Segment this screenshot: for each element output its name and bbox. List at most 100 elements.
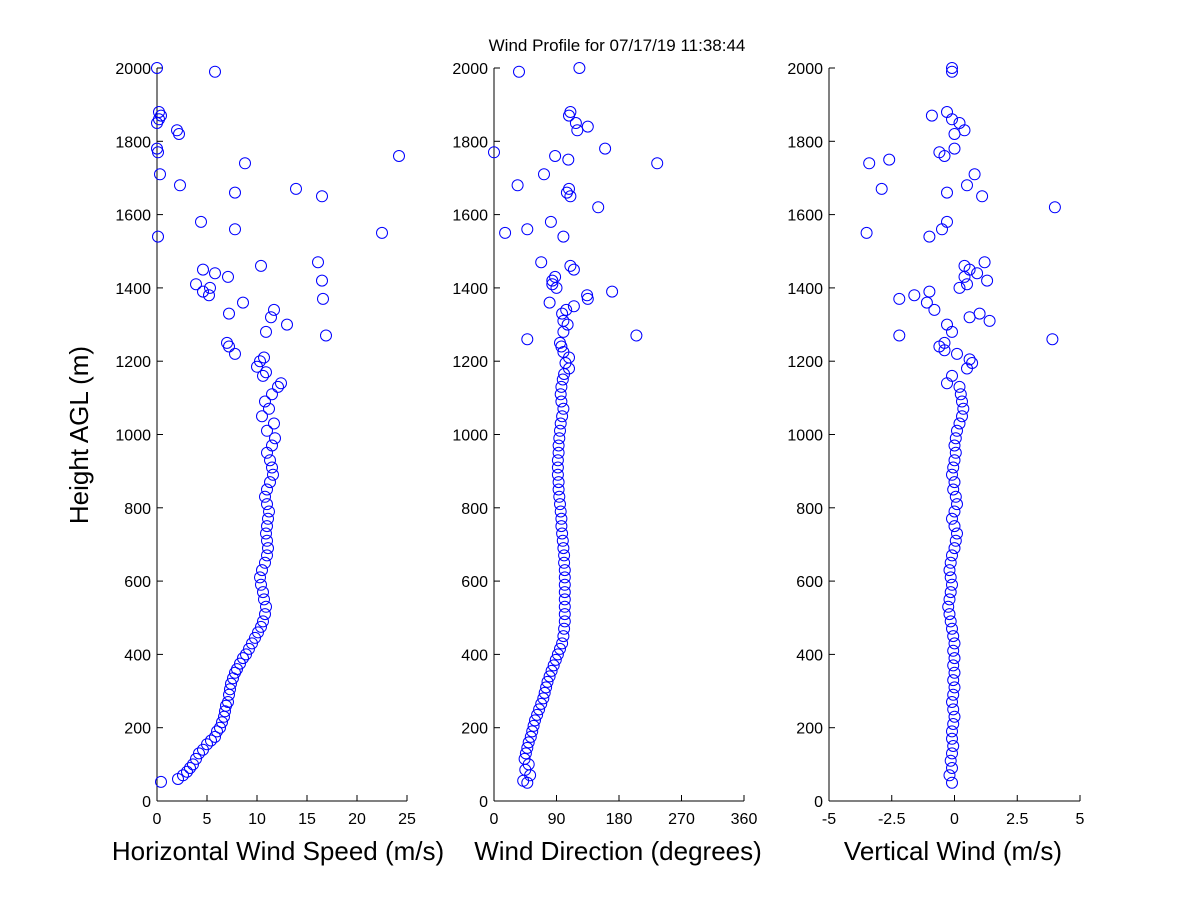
data-point [948,681,961,694]
data-point [554,336,566,349]
data-point [948,710,961,723]
data-point [205,734,217,747]
data-point [651,157,664,170]
x-tick-label: 5 [1076,811,1085,828]
data-point [259,490,271,503]
data-point [546,274,559,287]
data-point [554,388,567,401]
data-point [971,267,984,280]
data-point [237,652,249,665]
data-point [961,278,973,291]
data-point [555,520,568,533]
data-point [556,534,569,547]
data-point [154,168,166,181]
data-point [943,769,956,782]
data-point [571,124,584,137]
data-point [558,549,571,562]
data-point [951,347,963,360]
data-point [547,659,560,672]
data-point [555,380,568,393]
y-tick-label: 800 [796,501,823,518]
data-point [243,642,255,655]
data-point [174,179,186,192]
data-point [268,303,280,316]
data-point [155,775,167,788]
data-point [259,395,271,408]
data-point [946,762,958,774]
data-point [946,578,958,591]
data-point [543,670,556,683]
data-point [564,106,577,118]
data-point [949,534,962,547]
y-tick-label: 1400 [787,281,823,298]
data-point [209,267,221,280]
y-tick-label: 1600 [115,208,151,225]
data-point [557,542,570,555]
data-point [554,498,566,511]
data-point [947,644,960,657]
data-point [545,664,558,677]
data-point [944,571,957,584]
data-point [860,226,873,239]
data-point [558,593,571,606]
data-point [260,366,272,379]
data-point [947,659,960,672]
data-point [177,769,189,782]
data-point [393,150,405,162]
data-point [263,505,275,518]
data-point [153,106,165,118]
data-point [946,725,958,738]
data-point [549,653,562,666]
data-point [254,571,266,584]
data-point [956,410,968,423]
x-tick-label: 270 [668,811,695,828]
data-point [316,190,328,203]
data-point [197,285,209,298]
x-axis-title: Wind Direction (degrees) [474,836,762,866]
y-tick-label: 0 [142,794,151,811]
data-point [948,542,961,555]
data-point [948,505,961,518]
data-point [925,109,938,122]
data-point [948,637,961,650]
data-point [592,201,605,214]
x-tick-label: 15 [298,811,316,828]
y-tick-label: 200 [461,721,488,738]
data-point [558,586,571,599]
y-tick-label: 1000 [115,428,151,445]
data-point [261,483,273,496]
data-point [941,106,953,118]
data-point [526,725,539,738]
data-point [256,564,268,577]
x-tick-label: 90 [548,811,566,828]
data-point [552,439,565,452]
data-point [953,281,966,294]
x-tick-label: 0 [153,811,162,828]
data-point [883,153,896,166]
x-tick-label: 180 [606,811,633,828]
data-point [531,708,544,721]
data-point [259,556,271,569]
data-point [551,454,564,467]
x-tick-label: 20 [348,811,366,828]
y-tick-label: 0 [814,794,823,811]
data-point [948,454,961,467]
data-point [265,311,277,324]
data-point [511,179,524,192]
data-point [499,226,512,239]
data-point [267,468,279,481]
data-point [933,146,946,159]
y-tick-label: 2000 [115,61,151,78]
x-axis-title: Vertical Wind (m/s) [844,836,1062,866]
data-point [281,318,293,331]
data-point [943,608,956,621]
data-point [953,417,966,430]
data-point [312,256,324,269]
data-point [1046,333,1059,346]
data-point [262,542,274,555]
data-point [920,296,933,309]
y-tick-label: 1800 [787,134,823,151]
data-point [152,230,164,243]
